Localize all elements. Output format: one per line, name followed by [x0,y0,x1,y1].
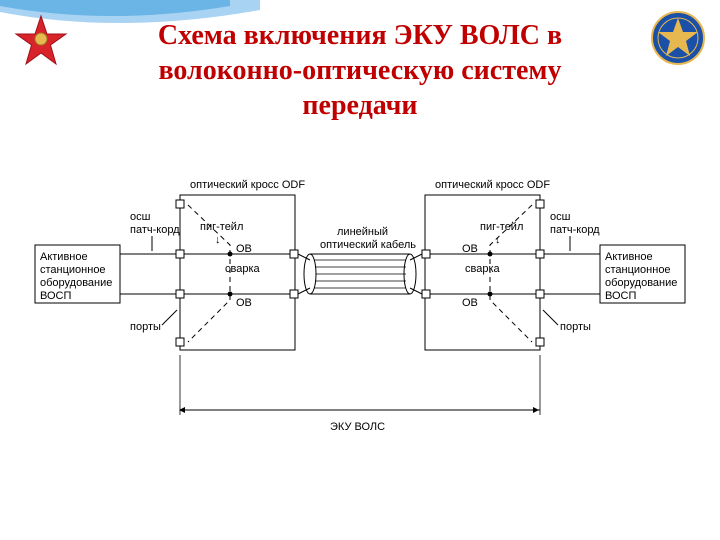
left-ports-leader [162,310,177,325]
star-logo-icon [14,14,68,68]
diagram-svg: Активное станционное оборудование ВОСП А… [30,160,690,500]
left-odf-out1 [290,250,298,258]
right-eq-l4: ВОСП [605,290,636,302]
right-odf-out2 [422,290,430,298]
left-osh: осш [130,211,151,223]
left-eq-l3: оборудование [40,277,112,289]
left-ov-bot: ОВ [236,297,252,309]
left-pigtail-arrow: ↓ [215,234,221,246]
left-port-mid1 [176,250,184,258]
right-port-mid1 [536,250,544,258]
left-port-mid2 [176,290,184,298]
right-eq-l3: оборудование [605,277,677,289]
left-svarka: сварка [225,263,261,275]
right-osh: осш [550,211,571,223]
right-ports-leader [543,310,558,325]
left-port-bot [176,338,184,346]
right-svarka: сварка [465,263,501,275]
left-ports: порты [130,321,161,333]
right-eq-l1: Активное [605,251,653,263]
cable-l2: оптический кабель [320,239,416,251]
left-port-top [176,200,184,208]
cable-l1: линейный [337,226,388,238]
right-eq-l2: станционное [605,264,671,276]
right-port-mid2 [536,290,544,298]
right-pigtail: пиг-тейл [480,221,523,233]
right-ov-bot: ОВ [462,297,478,309]
right-odf-out1 [422,250,430,258]
left-patchcord: патч-корд [130,224,180,236]
right-patchcord: патч-корд [550,224,600,236]
left-eq-l4: ВОСП [40,290,71,302]
left-ov-top: ОВ [236,243,252,255]
right-port-bot [536,338,544,346]
right-pigtail-arrow: ↓ [495,234,501,246]
right-port-top [536,200,544,208]
left-pigtail: пиг-тейл [200,221,243,233]
slide-root: Схема включения ЭКУ ВОЛС в волоконно-опт… [0,0,720,540]
left-odf-label: оптический кросс ODF [190,179,305,191]
slide-title: Схема включения ЭКУ ВОЛС в волоконно-опт… [70,18,650,123]
right-odf-label: оптический кросс ODF [435,179,550,191]
title-line3: передачи [302,90,417,121]
left-odf-out2 [290,290,298,298]
left-eq-l1: Активное [40,251,88,263]
left-eq-l2: станционное [40,264,106,276]
right-ov-top: ОВ [462,243,478,255]
title-line1: Схема включения ЭКУ ВОЛС в [158,20,562,51]
eku-label: ЭКУ ВОЛС [330,421,385,433]
emblem-logo-icon [650,10,706,66]
title-line2: волоконно-оптическую систему [158,55,561,86]
right-ports: порты [560,321,591,333]
